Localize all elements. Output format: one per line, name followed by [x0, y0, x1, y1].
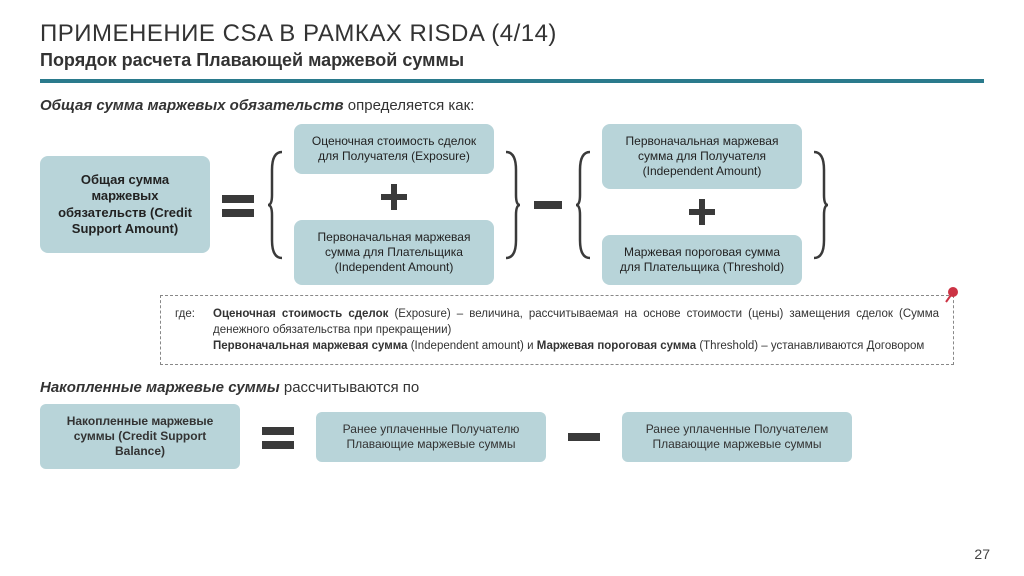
box-credit-support-balance: Накопленные маржевые суммы (Credit Suppo… — [40, 404, 240, 469]
note-term-exposure: Оценочная стоимость сделок — [213, 308, 388, 320]
lead-text-1: Общая сумма маржевых обязательств опреде… — [40, 97, 984, 114]
note-term-ia: Первоначальная маржевая сумма — [213, 340, 408, 352]
page-title: ПРИМЕНЕНИЕ CSA В РАМКАХ RISDA (4/14) — [40, 20, 984, 48]
lead-bold: Общая сумма маржевых обязательств — [40, 97, 344, 114]
box-exposure: Оценочная стоимость сделок для Получател… — [294, 124, 494, 174]
formula-1: Общая сумма маржевых обязательств (Credi… — [40, 124, 984, 285]
title-rule — [40, 79, 984, 83]
box-independent-amount-receiver: Первоначальная маржевая сумма для Получа… — [602, 124, 802, 189]
note-body: Оценочная стоимость сделок (Exposure) – … — [213, 306, 939, 354]
note-where-label: где: — [175, 306, 203, 354]
note-term-threshold: Маржевая пороговая сумма — [537, 340, 696, 352]
minus-icon-1 — [530, 187, 566, 223]
lead-rest: определяется как: — [344, 97, 475, 114]
brace-close-2-icon — [810, 150, 830, 260]
lead2-bold: Накопленные маржевые суммы — [40, 379, 280, 396]
page-number: 27 — [974, 546, 990, 562]
box-independent-amount-payer: Первоначальная маржевая сумма для Плател… — [294, 220, 494, 285]
brace-open-2-icon — [574, 150, 594, 260]
plus-icon-2 — [687, 197, 717, 227]
page-subtitle: Порядок расчета Плавающей маржевой суммы — [40, 50, 984, 71]
pin-icon — [943, 286, 961, 304]
equals-icon-2 — [258, 417, 298, 457]
definitions-note: где: Оценочная стоимость сделок (Exposur… — [160, 295, 954, 365]
formula1-group2: Первоначальная маржевая сумма для Получа… — [602, 124, 802, 285]
minus-icon-2 — [564, 417, 604, 457]
brace-close-1-icon — [502, 150, 522, 260]
box-credit-support-amount: Общая сумма маржевых обязательств (Credi… — [40, 156, 210, 253]
formula-2: Накопленные маржевые суммы (Credit Suppo… — [40, 404, 984, 469]
note-sep: (Independent amount) и — [408, 340, 537, 352]
formula1-group1: Оценочная стоимость сделок для Получател… — [294, 124, 494, 285]
lead-text-2: Накопленные маржевые суммы рассчитываютс… — [40, 379, 984, 396]
lead2-rest: рассчитываются по — [280, 379, 420, 396]
box-threshold: Маржевая пороговая сумма для Плательщика… — [602, 235, 802, 285]
equals-icon — [218, 185, 258, 225]
box-paid-by-receiver: Ранее уплаченные Получателем Плавающие м… — [622, 412, 852, 462]
plus-icon-1 — [379, 182, 409, 212]
box-paid-to-receiver: Ранее уплаченные Получателю Плавающие ма… — [316, 412, 546, 462]
note-def-threshold: (Threshold) – устанавливаются Договором — [696, 340, 924, 352]
brace-open-1-icon — [266, 150, 286, 260]
